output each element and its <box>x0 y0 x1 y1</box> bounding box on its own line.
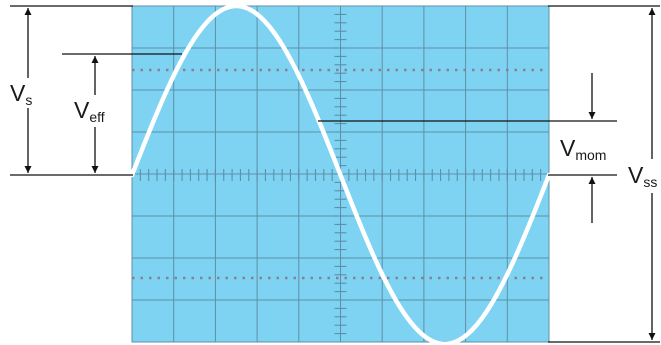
rms-dotted-lines <box>132 68 549 280</box>
vs-label-bg <box>6 78 46 108</box>
vss-label-sub: ss <box>643 174 657 190</box>
veff-label-sub: eff <box>89 109 104 125</box>
axis-ticks <box>139 13 542 335</box>
reference-lines <box>10 5 660 343</box>
vss-label-main: V <box>628 162 644 188</box>
vss-label: Vss <box>628 162 657 190</box>
vmom-label-sub: mom <box>575 147 606 163</box>
vmom-label-main: V <box>560 135 576 161</box>
veff-label: Veff <box>74 97 105 125</box>
veff-label-bg <box>70 95 122 127</box>
vss-label-bg <box>624 159 660 193</box>
vmom-label: Vmom <box>560 135 606 163</box>
veff-label-main: V <box>74 97 90 123</box>
sine-wave <box>129 3 552 345</box>
vs-label-main: V <box>10 80 26 106</box>
vs-label: Vs <box>10 80 32 108</box>
vs-label-sub: s <box>25 92 32 108</box>
